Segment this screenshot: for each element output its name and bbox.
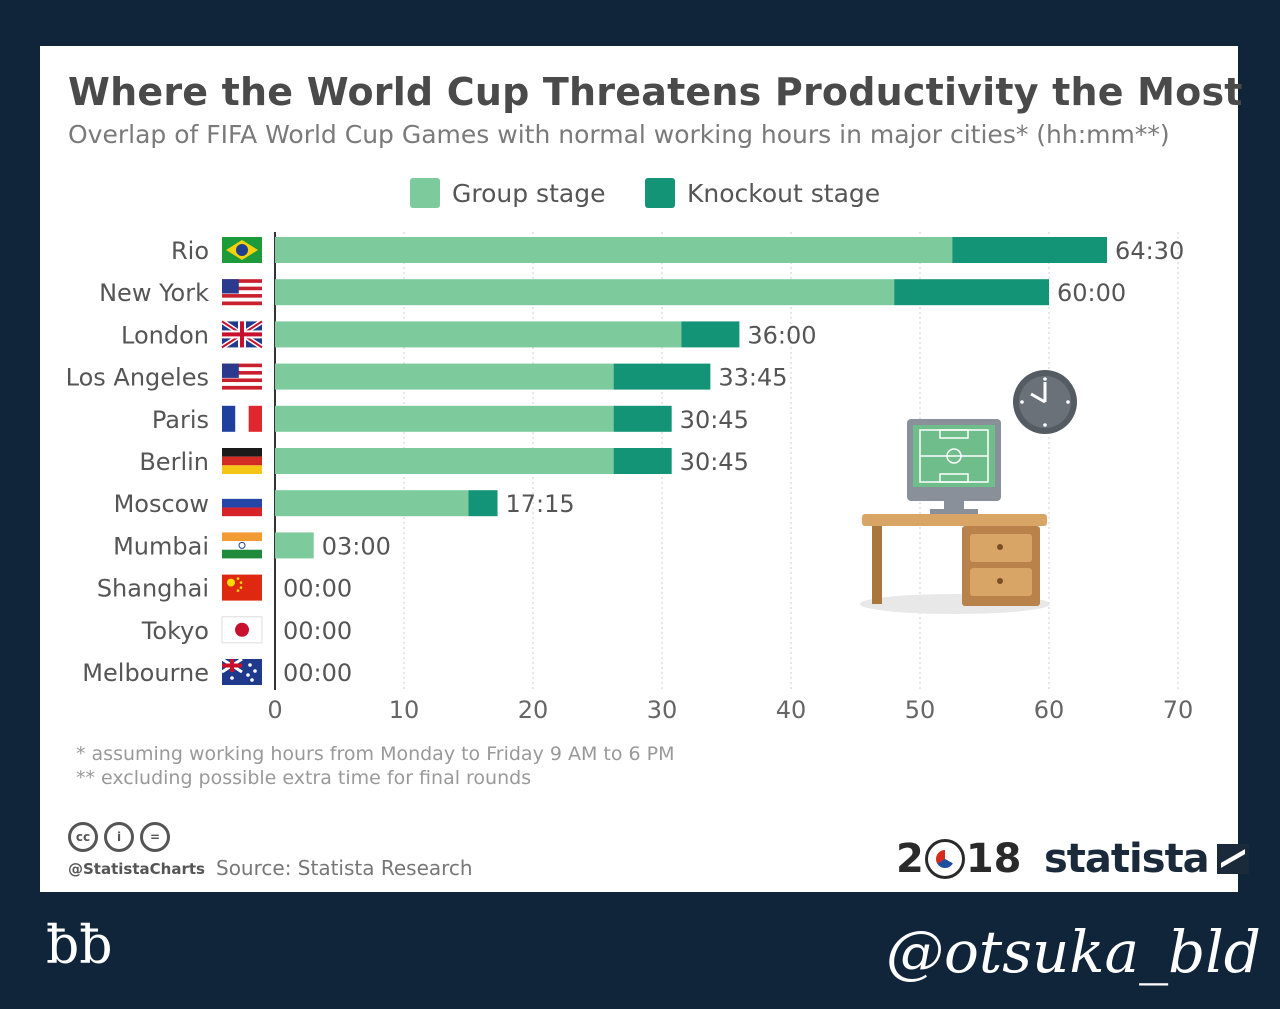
- soccer-ball-icon: [924, 839, 965, 879]
- bar-knockout-stage: [613, 363, 711, 390]
- china-flag-icon: [222, 574, 262, 601]
- statista-wordmark: statista: [1044, 836, 1210, 882]
- bar-group-stage: [275, 363, 614, 390]
- monitor-icon: [907, 419, 1001, 514]
- bar-group-stage: [275, 405, 614, 432]
- australia-flag-icon: [221, 657, 262, 685]
- world-cup-2018-logo: 2 18: [896, 836, 1022, 882]
- corner-logo: ƀƀ: [46, 916, 113, 976]
- legend-item-group-stage: Group stage: [410, 178, 605, 208]
- legend-swatch-group: [410, 178, 440, 208]
- bar-knockout-stage: [468, 490, 498, 517]
- chart-subtitle: Overlap of FIFA World Cup Games with nor…: [68, 120, 1170, 149]
- france-flag-icon: [222, 405, 262, 432]
- category-label: New York: [99, 279, 209, 307]
- clock-icon: [1013, 370, 1077, 434]
- source-text: Source: Statista Research: [216, 856, 473, 880]
- category-label: Rio: [171, 237, 209, 265]
- category-label: Paris: [152, 406, 209, 434]
- bar-group-stage: [275, 448, 614, 474]
- x-tick-label: 70: [1163, 696, 1194, 724]
- category-label: Berlin: [139, 448, 209, 476]
- legend-item-knockout-stage: Knockout stage: [645, 178, 880, 208]
- legend-label-knockout: Knockout stage: [687, 178, 881, 208]
- total-label: 30:45: [680, 406, 749, 434]
- total-label: 33:45: [718, 364, 787, 392]
- x-tick-label: 20: [518, 696, 549, 724]
- germany-flag-icon: [222, 448, 262, 474]
- statista-mark-icon: [1216, 844, 1249, 874]
- wc-logo-left: 2: [896, 836, 924, 882]
- x-tick-label: 0: [267, 696, 282, 724]
- bar-group-stage: [275, 279, 895, 306]
- bar-group-stage: [275, 237, 953, 263]
- total-label: 00:00: [283, 575, 352, 603]
- total-label: 60:00: [1057, 279, 1126, 307]
- total-label: 03:00: [322, 532, 391, 560]
- attribution-icon: i: [104, 822, 134, 852]
- x-tick-label: 60: [1034, 696, 1065, 724]
- uk-flag-icon: [220, 319, 264, 350]
- no-derivatives-icon: =: [140, 822, 170, 852]
- category-label: Moscow: [114, 490, 209, 518]
- bars: [275, 237, 1108, 559]
- legend-swatch-knockout: [645, 178, 675, 208]
- footnote-1: * assuming working hours from Monday to …: [76, 743, 675, 765]
- bar-group-stage: [275, 532, 314, 559]
- bar-knockout-stage: [952, 237, 1108, 263]
- statista-handle[interactable]: @StatistaCharts: [68, 860, 205, 878]
- india-flag-icon: [222, 532, 262, 559]
- legend-label-group: Group stage: [452, 178, 606, 208]
- total-label: 36:00: [747, 321, 816, 349]
- chart-title: Where the World Cup Threatens Productivi…: [68, 70, 1243, 114]
- x-tick-label: 40: [776, 696, 807, 724]
- bar-knockout-stage: [613, 448, 672, 474]
- bar-knockout-stage: [894, 279, 1049, 306]
- bar-group-stage: [275, 321, 682, 348]
- x-tick-label: 50: [905, 696, 936, 724]
- bar-knockout-stage: [681, 321, 740, 348]
- total-label: 17:15: [506, 490, 575, 518]
- x-tick-label: 10: [389, 696, 420, 724]
- cc-icon: cc: [68, 822, 98, 852]
- category-label: Shanghai: [97, 575, 209, 603]
- x-tick-label: 30: [647, 696, 678, 724]
- bar-group-stage: [275, 490, 469, 517]
- labels: 0 10 20 30 40 50 60 70 Rio 64:30 New York 60:00 Lond…: [66, 237, 1194, 724]
- footnote-2: ** excluding possible extra time for fin…: [76, 767, 532, 789]
- total-label: 64:30: [1115, 237, 1184, 265]
- usa-flag-icon: [222, 363, 262, 390]
- japan-flag-icon: [221, 616, 263, 644]
- category-label: Los Angeles: [66, 364, 209, 392]
- total-label: 00:00: [283, 659, 352, 687]
- total-label: 30:45: [680, 448, 749, 476]
- category-label: Mumbai: [113, 532, 209, 560]
- category-label: Tokyo: [141, 617, 209, 645]
- brazil-flag-icon: [222, 237, 262, 263]
- category-label: Melbourne: [82, 659, 209, 687]
- category-label: London: [121, 321, 209, 349]
- usa-flag-icon: [222, 279, 262, 306]
- russia-flag-icon: [222, 490, 262, 517]
- license-icons: cc i =: [68, 822, 170, 852]
- bar-knockout-stage: [613, 405, 672, 432]
- signature: @otsuka_bld: [886, 918, 1261, 986]
- statista-logo[interactable]: statista: [1044, 836, 1249, 882]
- desk-icon: [860, 514, 1050, 614]
- wc-logo-right: 18: [965, 836, 1022, 882]
- total-label: 00:00: [283, 617, 352, 645]
